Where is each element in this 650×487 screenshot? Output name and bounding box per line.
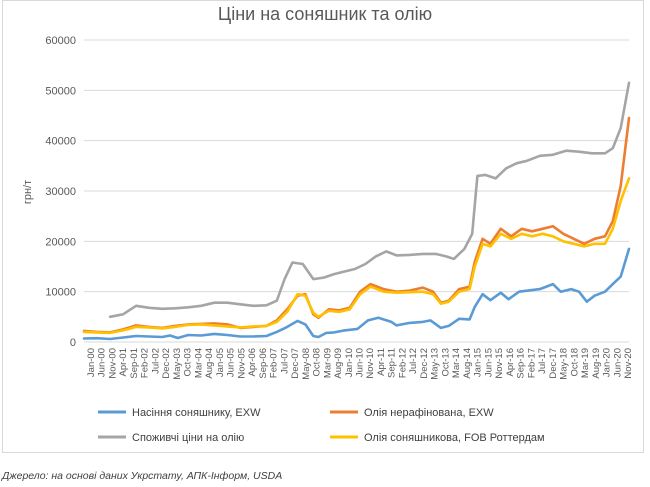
- x-tick-label: Jan-15: [473, 348, 484, 377]
- x-tick-label: May-08: [301, 348, 312, 380]
- source-note: Джерело: на основі даних Укрстату, АПК-І…: [2, 470, 283, 482]
- y-tick-label: 40000: [45, 136, 76, 148]
- x-tick-label: Nov-10: [365, 348, 376, 379]
- x-tick-label: Apr-11: [376, 348, 387, 376]
- y-tick-label: 10000: [45, 287, 76, 299]
- x-tick-label: May-03: [172, 348, 183, 380]
- x-tick-label: Jun-00: [97, 348, 108, 377]
- x-tick-label: Dec-12: [419, 348, 430, 379]
- x-tick-label: Dec-07: [290, 348, 301, 379]
- x-tick-label: Jul-17: [537, 348, 548, 374]
- x-tick-label: Feb-07: [269, 348, 280, 378]
- x-tick-label: Oct-03: [183, 348, 194, 377]
- series-line: [82, 247, 631, 341]
- x-tick-label: Mar-14: [451, 348, 462, 378]
- x-tick-label: Oct-18: [569, 348, 580, 377]
- x-tick-label: Jan-05: [215, 348, 226, 377]
- x-tick-label: Nov-15: [494, 348, 505, 379]
- y-tick-label: 50000: [45, 85, 76, 97]
- y-tick-label: 60000: [45, 35, 76, 47]
- x-tick-label: Oct-08: [312, 348, 323, 377]
- x-tick-label: Jan-20: [602, 348, 613, 377]
- series-line: [82, 177, 631, 335]
- x-tick-label: Apr-06: [247, 348, 258, 377]
- x-tick-label: Nov-20: [623, 348, 634, 379]
- x-tick-label: Sep-11: [387, 348, 398, 378]
- x-tick-label: Dec-17: [548, 348, 559, 379]
- x-tick-label: Jul-02: [150, 348, 161, 374]
- x-tick-label: Feb-12: [397, 348, 408, 378]
- x-tick-label: Jul-12: [408, 348, 419, 374]
- x-tick-label: Sep-16: [516, 348, 527, 379]
- x-tick-label: Jan-00: [86, 348, 97, 377]
- x-tick-label: Jun-10: [355, 348, 366, 377]
- x-tick-label: Apr-01: [118, 348, 129, 377]
- x-tick-label: Mar-19: [580, 348, 591, 378]
- legend-label: Олія соняшникова, FOB Роттердам: [364, 432, 545, 444]
- y-axis-label: грн/т: [22, 180, 34, 204]
- legend: Насіння соняшнику, EXW Олія нерафінована,…: [98, 407, 545, 444]
- legend-label: Олія нерафінована, EXW: [364, 407, 494, 419]
- x-tick-label: Jun-20: [612, 348, 623, 377]
- x-tick-label: Feb-17: [526, 348, 537, 378]
- x-tick-label: Aug-19: [591, 348, 602, 379]
- x-tick-label: Jun-15: [483, 348, 494, 377]
- x-tick-label: Mar-04: [193, 348, 204, 378]
- x-tick-label: Aug-09: [333, 348, 344, 379]
- x-tick-label: Sep-06: [258, 348, 269, 379]
- x-tick-label: Dec-02: [161, 348, 172, 379]
- y-tick-label: 30000: [45, 186, 76, 198]
- legend-label: Насіння соняшнику, EXW: [132, 407, 261, 419]
- chart-title: Ціни на соняшник та олію: [218, 4, 432, 24]
- x-tick-label: Nov-05: [236, 348, 247, 379]
- series-line: [108, 81, 631, 319]
- chart-frame: [2, 0, 644, 453]
- x-tick-label: Aug-04: [204, 348, 215, 379]
- x-tick-label: Apr-16: [505, 348, 516, 377]
- y-tick-label: 0: [70, 337, 76, 349]
- x-tick-label: May-18: [559, 348, 570, 380]
- x-tick-label: Jan-10: [344, 348, 355, 377]
- series-lines: [82, 81, 631, 341]
- x-tick-label: Jun-05: [226, 348, 237, 377]
- gridlines: [84, 39, 629, 343]
- x-tick-label: Jul-07: [279, 348, 290, 374]
- x-axis-ticks: Jan-00 Jun-00 Nov-00 Apr-01 Sep-01 Feb-02 Jul-…: [86, 348, 634, 380]
- x-tick-label: Sep-01: [129, 348, 140, 379]
- x-tick-label: Mar-09: [322, 348, 333, 378]
- x-tick-label: Aug-14: [462, 348, 473, 379]
- y-axis-ticks: 0 10000 20000 30000 40000 50000 60000: [45, 35, 76, 349]
- x-tick-label: Oct-13: [440, 348, 451, 377]
- x-tick-label: May-13: [430, 348, 441, 380]
- x-tick-label: Nov-00: [107, 348, 118, 379]
- y-tick-label: 20000: [45, 236, 76, 248]
- legend-label: Споживчі ціни на олію: [132, 432, 244, 444]
- x-tick-label: Feb-02: [140, 348, 151, 378]
